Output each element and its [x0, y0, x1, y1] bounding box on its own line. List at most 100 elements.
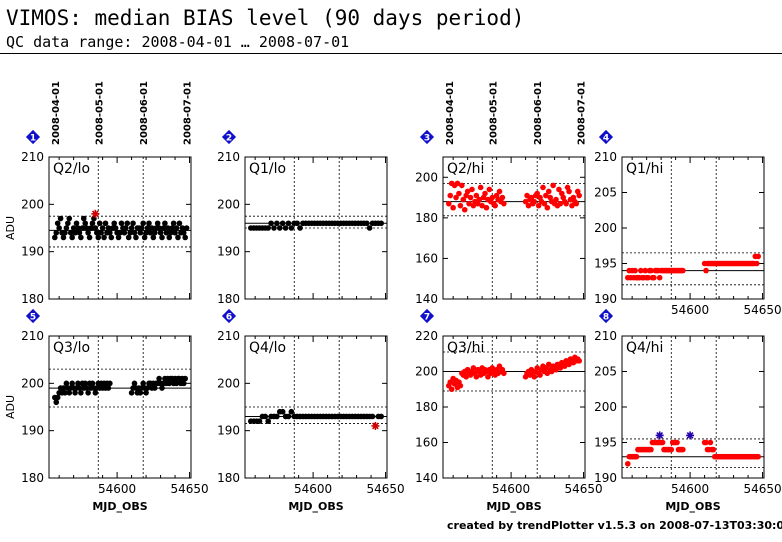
data-point: [473, 192, 480, 199]
data-point: [150, 234, 157, 241]
x-axis-label: MJD_OBS: [486, 500, 541, 513]
data-point: [501, 200, 507, 207]
data-point: [175, 234, 181, 241]
data-point: [118, 220, 125, 227]
data-point: [121, 229, 128, 236]
data-point: [147, 229, 154, 236]
data-point: [524, 192, 530, 199]
date-label: 2008-06-01: [139, 81, 150, 145]
y-tick-label: 160: [415, 251, 438, 265]
y-tick-label: 160: [415, 436, 438, 450]
data-point: [492, 202, 498, 209]
data-point: [540, 184, 546, 191]
data-point: [369, 413, 376, 420]
panel-8: 8 190 195 200 205 210 54600 54650 MJD_OBS Q4/hi: [594, 308, 782, 513]
data-point: [668, 446, 675, 453]
y-tick-label: 200: [217, 197, 240, 211]
y-tick-label: 180: [217, 471, 240, 485]
y-tick-label: 200: [217, 376, 240, 390]
y-tick-label: 140: [415, 292, 438, 306]
data-point: [276, 225, 283, 231]
y-tick-label: 200: [594, 221, 617, 235]
data-point: [453, 194, 459, 201]
y-tick-label: 180: [415, 400, 438, 414]
data-point: [137, 390, 144, 396]
data-point: [535, 202, 542, 209]
outlier-marker: [655, 431, 664, 440]
data-point: [137, 229, 144, 236]
data-point: [576, 358, 583, 364]
data-point: [445, 200, 452, 207]
data-point: [172, 229, 178, 236]
y-tick-label: 190: [217, 424, 240, 438]
data-point: [378, 413, 385, 420]
data-point: [117, 229, 123, 236]
data-point: [173, 225, 180, 231]
y-tick-label: 190: [21, 245, 44, 259]
data-point: [140, 380, 146, 387]
data-point: [659, 439, 666, 446]
panel-number: 5: [30, 313, 36, 323]
panel-number-badge: [419, 129, 435, 145]
y-tick-label: 200: [594, 400, 617, 414]
data-point: [146, 220, 152, 227]
data-point: [76, 229, 83, 236]
data-point: [294, 220, 300, 227]
data-point: [473, 374, 480, 380]
outlier-marker-stroke: [91, 210, 99, 218]
panel-label: Q4/lo: [249, 340, 286, 356]
data-point: [450, 204, 456, 211]
data-point: [72, 390, 78, 396]
outlier-marker-stroke: [372, 422, 379, 430]
y-tick-label: 200: [21, 197, 44, 211]
data-point: [545, 361, 552, 368]
data-point: [656, 274, 663, 281]
data-point: [680, 267, 686, 274]
data-point: [108, 234, 115, 241]
panel-number: 4: [603, 134, 609, 144]
data-point: [534, 190, 540, 197]
y-tick-label: 190: [21, 424, 44, 438]
y-tick-label: 180: [21, 292, 44, 306]
data-point: [265, 418, 271, 425]
data-point: [156, 375, 162, 382]
data-point: [457, 202, 464, 209]
x-tick-label: 54600: [294, 482, 332, 496]
data-point: [122, 225, 129, 231]
data-point: [79, 225, 86, 231]
data-point: [651, 274, 657, 281]
data-point: [477, 184, 484, 191]
panel-7: 7 140 160 180 200 220 54600 54650 MJD_OBS Q3/hi: [415, 308, 603, 513]
panel-label: Q1/lo: [249, 161, 286, 177]
data-point: [541, 200, 548, 207]
page-title: VIMOS: median BIAS level (90 days period…: [6, 6, 525, 30]
data-point: [545, 188, 552, 195]
data-point: [60, 234, 67, 241]
panel-number-badge: [221, 308, 237, 324]
panel-3: 3 140 160 180 200 2008-04-01 2008-05-01 2008-06…: [415, 81, 588, 306]
data-point: [182, 234, 189, 241]
data-point: [573, 200, 580, 207]
data-point: [85, 390, 91, 396]
data-point: [447, 192, 454, 199]
data-point: [448, 386, 455, 393]
y-tick-label: 180: [21, 471, 44, 485]
page-subtitle: QC data range: 2008-04-01 … 2008-07-01: [6, 33, 350, 51]
data-point: [98, 229, 104, 236]
x-tick-label: 54650: [366, 482, 404, 496]
panel-number-badge: [419, 308, 435, 324]
data-point: [54, 394, 61, 401]
data-point: [95, 234, 102, 241]
data-point: [72, 229, 78, 236]
panel-number-badge: [598, 308, 614, 324]
y-tick-label: 180: [415, 211, 438, 225]
data-point: [456, 190, 462, 197]
x-tick-label: 54650: [564, 482, 602, 496]
data-point: [56, 225, 62, 231]
data-point: [486, 186, 493, 193]
data-point: [182, 375, 189, 382]
data-point: [460, 196, 467, 203]
y-tick-label: 210: [217, 150, 240, 164]
y-tick-label: 210: [217, 329, 240, 343]
data-point: [642, 267, 648, 274]
